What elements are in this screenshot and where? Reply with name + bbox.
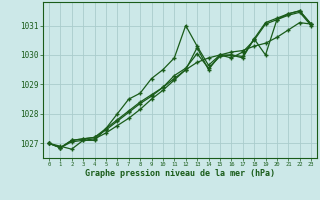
X-axis label: Graphe pression niveau de la mer (hPa): Graphe pression niveau de la mer (hPa) — [85, 169, 275, 178]
